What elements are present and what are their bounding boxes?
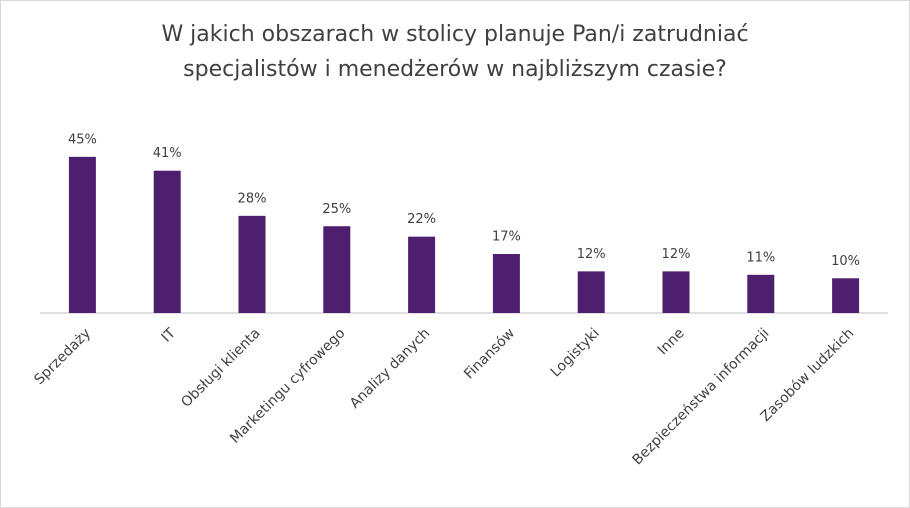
value-label: 22%	[407, 212, 436, 227]
value-label: 12%	[577, 247, 606, 262]
value-label: 28%	[238, 191, 267, 206]
value-label: 12%	[662, 247, 691, 262]
bar	[832, 278, 860, 313]
value-label: 11%	[746, 250, 775, 265]
bar	[238, 215, 266, 313]
chart-title: specjalistów i menedżerów w najbliższym …	[183, 57, 727, 82]
bar	[747, 274, 775, 313]
bar	[153, 170, 181, 313]
bar	[492, 254, 520, 313]
value-label: 25%	[322, 202, 351, 217]
value-label: 45%	[68, 132, 97, 147]
bar	[408, 236, 436, 313]
bar	[577, 271, 605, 313]
value-label: 17%	[492, 230, 521, 245]
value-label: 41%	[153, 146, 182, 161]
bar	[662, 271, 690, 313]
value-label: 10%	[831, 254, 860, 269]
bar	[68, 156, 96, 313]
chart-title: W jakich obszarach w stolicy planuje Pan…	[161, 22, 748, 47]
bar	[323, 226, 351, 313]
